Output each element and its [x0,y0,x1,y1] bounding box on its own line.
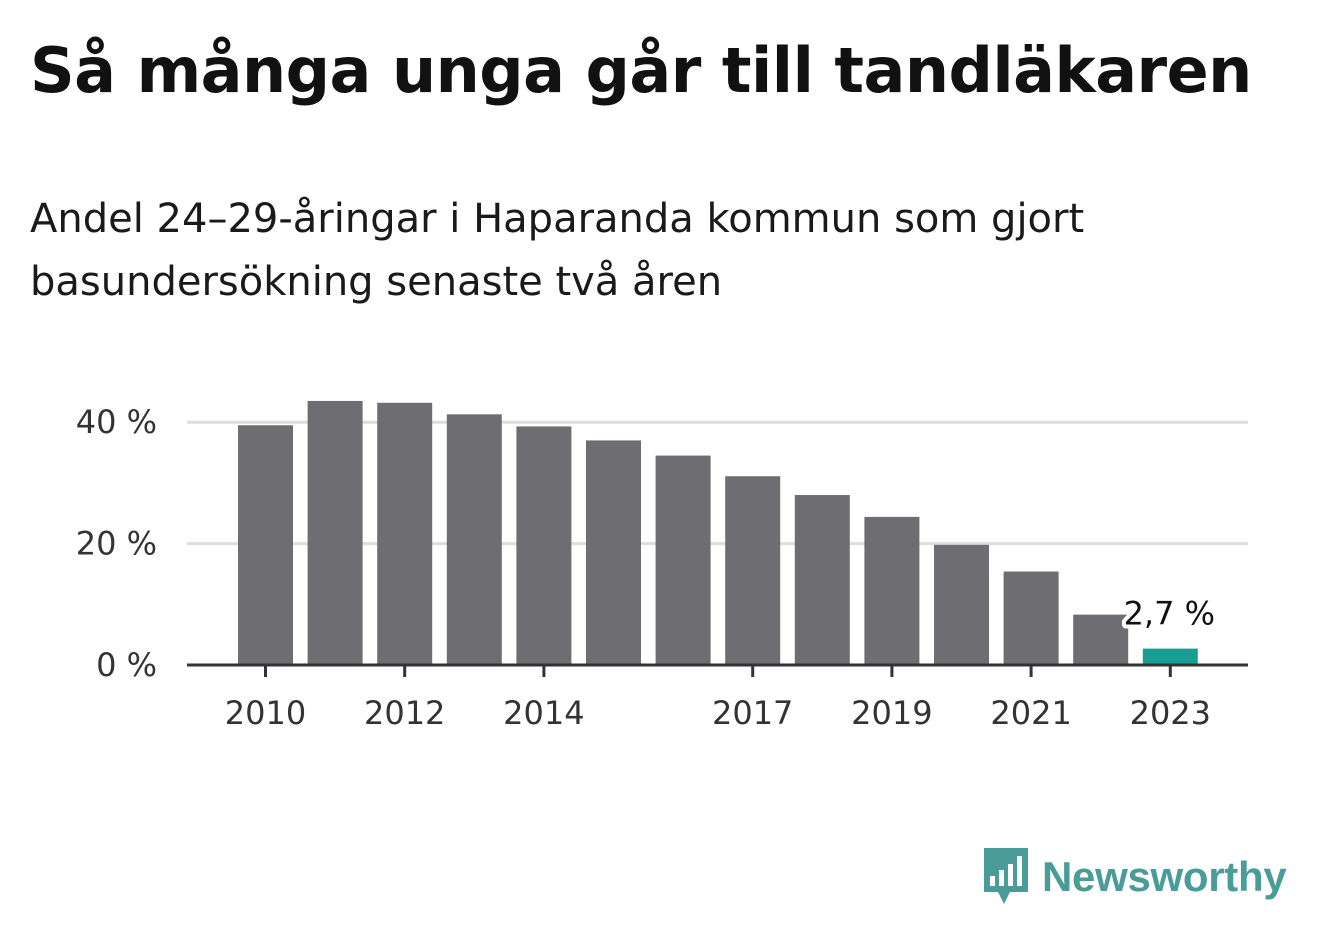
bar [655,455,711,665]
x-tick-label: 2010 [225,694,306,732]
x-tick-label: 2012 [364,694,445,732]
x-tick-label: 2019 [851,694,932,732]
chart-title: Så många unga går till tandläkaren [30,34,1252,107]
bar [238,425,293,665]
newsworthy-logo-icon [984,848,1028,904]
x-tick-label: 2023 [1130,694,1211,732]
brand-name: Newsworthy [1042,853,1287,900]
bar [864,516,920,665]
y-tick-label: 40 % [76,403,157,441]
bar [586,440,641,665]
x-tick-label: 2017 [712,694,793,732]
bar-chart: 0 % 20 % 40 % 2010 2012 2014 2017 2019 2021 2023 2… [76,400,1248,732]
bar [794,495,850,665]
y-tick-label: 0 % [96,646,157,684]
bar [307,400,363,665]
bar [446,414,502,665]
bar [516,426,572,665]
bar [725,476,781,665]
bar [1073,614,1129,665]
chart-subtitle: Andel 24–29-åringar i Haparanda kommun s… [30,196,1085,305]
bar [1003,571,1059,665]
brand: Newsworthy [980,846,1287,908]
bar [1142,648,1198,665]
y-tick-label: 20 % [76,525,157,563]
data-label: 2,7 % [1124,595,1215,633]
x-tick-label: 2021 [990,694,1071,732]
bar [377,402,433,665]
bar [934,544,989,665]
data-label-halo: 2,7 % [1124,595,1215,633]
x-tick-label: 2014 [503,694,584,732]
